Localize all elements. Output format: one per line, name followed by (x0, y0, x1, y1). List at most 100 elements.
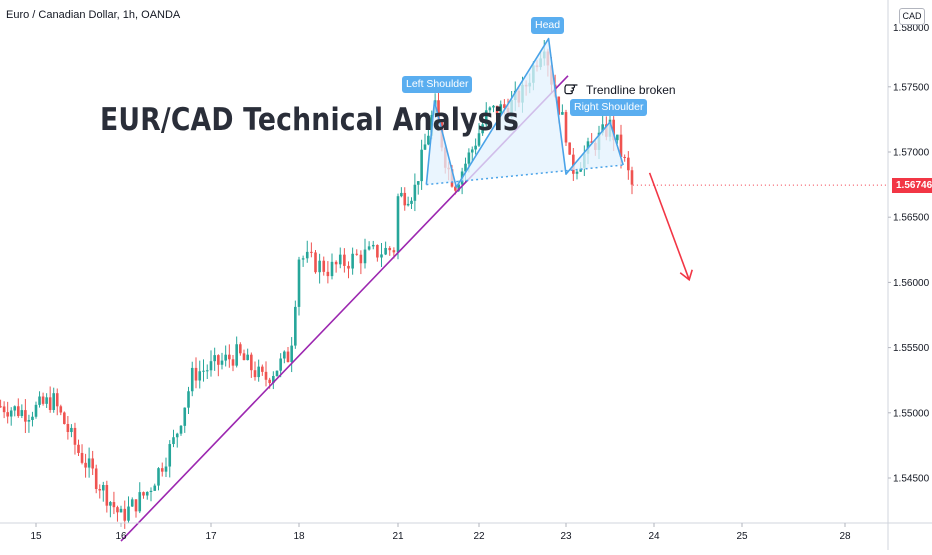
candle-body (164, 466, 168, 472)
right-shoulder-label: Right Shoulder (570, 99, 648, 116)
candle-body (220, 360, 224, 365)
candle-body (590, 141, 593, 143)
candle-body (272, 375, 275, 384)
candle-body (413, 184, 417, 201)
candle-body (235, 344, 238, 366)
candle-body (105, 485, 109, 506)
time-tick-label: 15 (30, 531, 42, 542)
candle-body (322, 260, 326, 272)
candle-body (294, 306, 297, 346)
candle-body (66, 423, 70, 433)
candle-body (38, 396, 41, 405)
candle-body (575, 171, 579, 174)
candle-body (6, 412, 9, 417)
candle-body (205, 370, 209, 372)
candle-body (24, 410, 27, 422)
symbol-title: Euro / Canadian Dollar, 1h, OANDA (6, 9, 181, 21)
candle-body (187, 391, 190, 408)
candle-body (98, 489, 102, 491)
candle-body (420, 149, 423, 182)
candle-body (190, 367, 194, 392)
candle-body (355, 253, 359, 255)
candle-body (427, 135, 430, 145)
candle-body (492, 105, 495, 108)
candle-body (91, 458, 94, 469)
candle-body (314, 252, 317, 273)
candle-body (351, 253, 354, 269)
candle-body (367, 246, 371, 250)
candle-body (396, 196, 400, 253)
candle-body (45, 397, 48, 404)
projection-arrow-head (679, 269, 693, 282)
candle-body (275, 370, 279, 376)
candle-body (305, 251, 309, 259)
candle-body (416, 181, 420, 185)
candle-body (623, 156, 626, 158)
candle-body (157, 468, 160, 486)
candle-body (52, 393, 56, 410)
candle-body (474, 145, 477, 150)
time-axis[interactable]: 15 16 17 18 21 22 23 24 25 28 (30, 523, 851, 542)
price-tick-label: 1.58000 (893, 23, 930, 34)
candle-body (403, 192, 407, 206)
time-tick-label: 17 (205, 531, 217, 542)
candle-body (338, 254, 342, 265)
price-tick-label: 1.56500 (893, 213, 930, 224)
candle-body (80, 452, 84, 463)
candle-body (73, 427, 77, 445)
candle-body (84, 462, 87, 468)
candle-body (464, 163, 467, 172)
candle-body (261, 366, 264, 372)
candle-body (101, 485, 105, 491)
candle-body (330, 261, 334, 277)
candle-body (63, 412, 66, 424)
candle-body (172, 437, 175, 445)
time-tick-label: 21 (392, 531, 404, 542)
candle-body (87, 458, 91, 468)
candle-body (70, 427, 73, 433)
candle-body (384, 247, 387, 255)
time-tick-label: 25 (736, 531, 748, 542)
candle-body (477, 133, 481, 146)
candle-body (20, 410, 24, 416)
candle-body (410, 200, 413, 204)
candle-body (149, 490, 153, 493)
price-tick-label: 1.55500 (893, 343, 930, 354)
candle-body (27, 419, 31, 422)
candle-body (619, 134, 623, 157)
candle-body (568, 142, 571, 155)
candle-body (286, 351, 290, 363)
candle-body (359, 254, 363, 264)
currency-badge[interactable]: CAD (899, 8, 925, 25)
candle-body (123, 508, 127, 521)
candle-body (16, 406, 20, 416)
candle-body (318, 260, 321, 273)
trendline-broken-note: Trendline broken (586, 83, 676, 97)
pattern-overlay (120, 37, 888, 542)
price-axis[interactable]: 1.54500 1.55000 1.55500 1.56000 1.56500 1.570… (888, 23, 930, 485)
candle-body (242, 353, 246, 361)
candle-body (612, 119, 615, 141)
candle-body (231, 359, 235, 366)
candle-body (0, 406, 2, 408)
candle-body (2, 406, 6, 413)
candle-body (213, 355, 216, 362)
candle-body (134, 499, 138, 512)
candle-body (290, 345, 293, 363)
candle-body (48, 397, 52, 410)
candle-body (168, 444, 172, 467)
candle-body (257, 366, 260, 378)
candle-body (400, 192, 403, 197)
candle-body (179, 425, 183, 434)
candle-body (380, 254, 383, 258)
candle-body (209, 361, 213, 371)
time-tick-label: 23 (560, 531, 572, 542)
candle-body (142, 492, 145, 496)
candle-body (467, 152, 471, 164)
candle-body (310, 251, 313, 253)
candle-body (343, 254, 346, 266)
candle-body (627, 157, 630, 171)
candle-body (109, 502, 112, 506)
time-tick-label: 22 (473, 531, 485, 542)
